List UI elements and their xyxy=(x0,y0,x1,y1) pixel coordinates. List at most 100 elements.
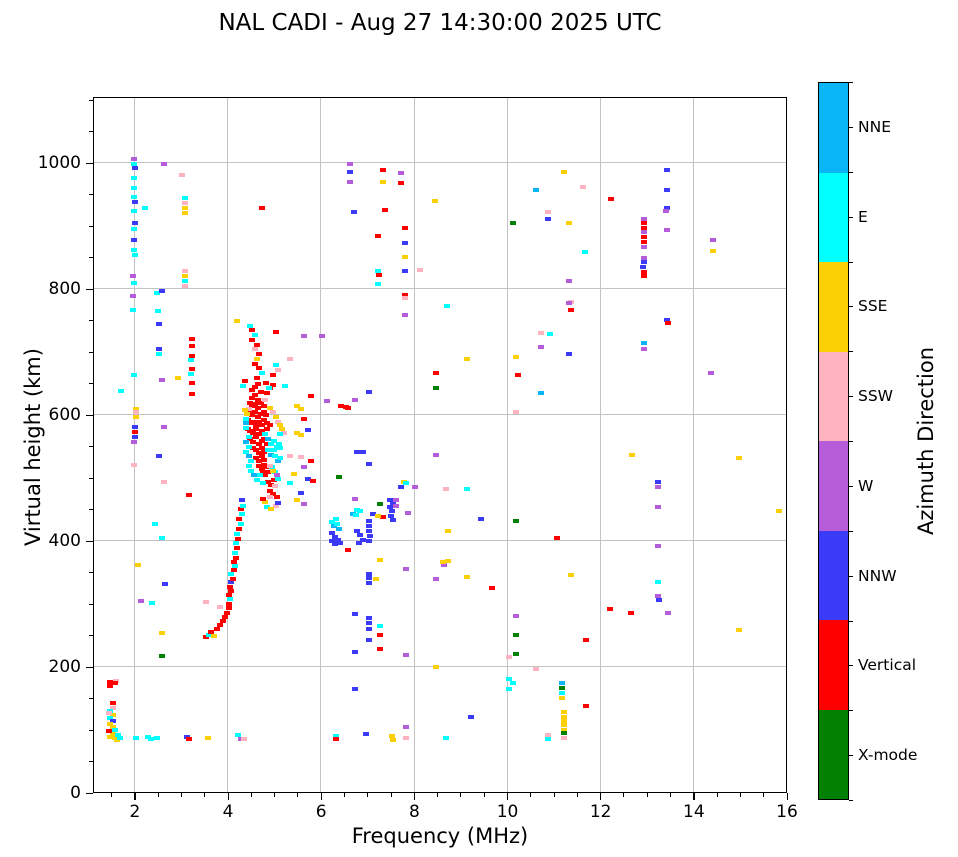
colorbar-tick xyxy=(849,800,853,801)
data-point xyxy=(160,161,167,166)
y-major-tick xyxy=(86,540,93,542)
colorbar xyxy=(818,82,849,800)
data-point xyxy=(109,718,116,723)
data-point xyxy=(267,405,274,410)
data-point xyxy=(300,417,307,422)
data-point xyxy=(130,280,137,285)
data-point xyxy=(265,437,272,442)
colorbar-tick xyxy=(849,710,853,712)
data-point xyxy=(262,500,269,505)
data-point xyxy=(233,555,240,560)
data-point xyxy=(260,409,267,414)
data-point xyxy=(561,723,568,728)
data-point xyxy=(377,624,384,629)
data-point xyxy=(377,502,384,507)
data-point xyxy=(655,598,662,602)
data-point xyxy=(640,235,647,240)
data-point xyxy=(291,472,298,477)
data-point xyxy=(538,330,545,335)
data-point xyxy=(663,187,670,192)
data-point xyxy=(708,371,715,376)
data-point xyxy=(300,334,307,339)
gridline-vertical xyxy=(693,98,695,792)
y-major-tick xyxy=(86,288,93,290)
data-point xyxy=(344,547,351,552)
data-point xyxy=(379,167,386,172)
y-tick-label: 800 xyxy=(48,279,81,300)
data-point xyxy=(109,725,116,730)
data-point xyxy=(231,551,238,556)
data-point xyxy=(463,574,470,579)
data-point xyxy=(277,431,284,436)
data-point xyxy=(245,435,252,440)
y-minor-tick xyxy=(89,509,93,511)
data-point xyxy=(432,199,439,204)
data-point xyxy=(239,512,246,517)
data-point xyxy=(249,337,256,342)
data-point xyxy=(332,535,339,539)
data-point xyxy=(161,582,168,587)
data-point xyxy=(281,383,288,388)
data-point xyxy=(654,505,661,510)
data-point xyxy=(298,406,305,411)
data-point xyxy=(654,544,661,549)
data-point xyxy=(351,611,358,616)
data-point xyxy=(231,563,238,568)
data-point xyxy=(365,518,372,523)
data-point xyxy=(132,414,139,419)
data-point xyxy=(561,730,568,735)
data-point xyxy=(390,518,397,522)
colorbar-band-x-mode xyxy=(819,709,848,799)
data-point xyxy=(379,514,386,519)
data-point xyxy=(188,392,195,397)
x-major-tick xyxy=(600,793,602,800)
data-point xyxy=(382,208,389,213)
data-point xyxy=(181,211,188,216)
data-point xyxy=(208,630,215,635)
data-point xyxy=(377,558,384,563)
data-point xyxy=(392,498,399,503)
data-point xyxy=(258,466,265,471)
data-point xyxy=(261,462,268,467)
y-tick-label: 200 xyxy=(48,657,81,678)
data-point xyxy=(252,402,259,407)
data-point xyxy=(184,734,191,739)
data-point xyxy=(107,722,114,727)
data-point xyxy=(254,477,261,482)
data-point xyxy=(247,324,254,328)
data-point xyxy=(107,679,114,684)
data-point xyxy=(229,576,236,581)
data-point xyxy=(640,221,647,226)
data-point xyxy=(265,479,272,484)
y-minor-tick xyxy=(89,383,93,385)
data-point xyxy=(252,332,259,337)
data-point xyxy=(566,221,573,226)
data-point xyxy=(147,736,154,741)
data-point xyxy=(510,681,517,686)
data-point xyxy=(233,318,240,323)
x-tick-label: 10 xyxy=(496,802,519,822)
data-point xyxy=(300,465,307,470)
data-point xyxy=(347,161,354,166)
x-tick-label: 12 xyxy=(589,802,612,822)
data-point xyxy=(261,449,268,454)
data-point xyxy=(236,527,243,532)
data-point xyxy=(640,239,647,244)
colorbar-tick xyxy=(849,620,853,622)
data-point xyxy=(375,513,382,518)
data-point xyxy=(144,734,151,739)
data-point xyxy=(398,484,405,489)
data-point xyxy=(736,627,743,632)
data-point xyxy=(442,487,449,492)
data-point xyxy=(561,735,568,740)
data-point xyxy=(568,307,575,312)
data-point xyxy=(433,665,440,670)
data-point xyxy=(505,687,512,692)
data-point xyxy=(254,405,261,410)
data-point xyxy=(115,733,122,738)
colorbar-tick-label: NNW xyxy=(858,566,897,585)
y-minor-tick xyxy=(89,698,93,700)
data-point xyxy=(512,652,519,657)
data-point xyxy=(365,616,372,621)
data-point xyxy=(512,409,519,414)
